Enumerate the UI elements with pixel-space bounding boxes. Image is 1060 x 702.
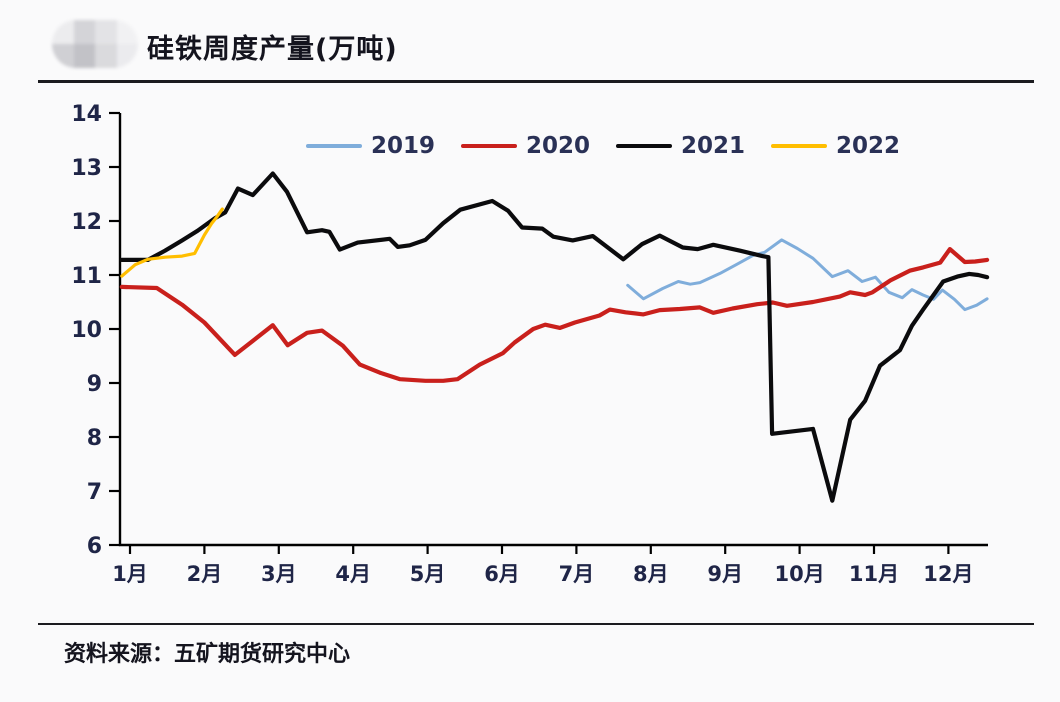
y-tick-label: 12 xyxy=(71,210,102,235)
series-line-2021 xyxy=(119,171,990,503)
legend-label-2019: 2019 xyxy=(371,133,436,159)
legend-label-2021: 2021 xyxy=(681,133,746,159)
legend: 2019 2020 2021 2022 xyxy=(306,133,900,159)
x-tick-label: 12月 xyxy=(923,562,973,586)
series-line-2019 xyxy=(626,238,989,312)
chart-title: 硅铁周度产量(万吨) xyxy=(147,34,398,65)
legend-swatch-2020 xyxy=(461,144,518,148)
x-tick-label: 1月 xyxy=(112,562,148,586)
legend-item-2020: 2020 xyxy=(461,133,590,159)
x-tick-label: 11月 xyxy=(849,562,899,586)
footer-divider xyxy=(38,623,1034,625)
series-line-2020 xyxy=(119,247,990,383)
x-tick-label: 5月 xyxy=(410,562,446,586)
y-tick-label: 9 xyxy=(87,372,102,397)
y-tick-label: 8 xyxy=(87,426,102,451)
y-tick-label: 14 xyxy=(71,102,102,127)
legend-item-2019: 2019 xyxy=(306,133,435,159)
y-tick-label: 6 xyxy=(87,534,102,559)
y-tick-label: 13 xyxy=(71,156,102,181)
x-tick-label: 6月 xyxy=(484,562,520,586)
x-tick-label: 8月 xyxy=(633,562,669,586)
legend-label-2020: 2020 xyxy=(526,133,591,159)
x-tick-label: 3月 xyxy=(261,562,297,586)
x-tick-label: 4月 xyxy=(335,562,371,586)
legend-label-2022: 2022 xyxy=(836,133,901,159)
title-divider xyxy=(38,80,1034,83)
y-tick-label: 7 xyxy=(87,480,102,505)
legend-swatch-2022 xyxy=(771,144,828,148)
redacted-logo xyxy=(52,20,138,68)
legend-item-2022: 2022 xyxy=(771,133,900,159)
x-tick-label: 7月 xyxy=(559,562,595,586)
source-text: 资料来源：五矿期货研究中心 xyxy=(64,642,351,667)
x-tick-label: 10月 xyxy=(774,562,824,586)
legend-swatch-2021 xyxy=(616,144,673,148)
y-tick-label: 10 xyxy=(71,318,102,343)
legend-item-2021: 2021 xyxy=(616,133,745,159)
x-tick-label: 9月 xyxy=(707,562,743,586)
y-tick-label: 11 xyxy=(71,264,102,289)
series-line-2022 xyxy=(120,207,224,278)
axis-lines xyxy=(118,113,988,547)
legend-swatch-2019 xyxy=(306,144,362,148)
x-tick-label: 2月 xyxy=(187,562,223,586)
